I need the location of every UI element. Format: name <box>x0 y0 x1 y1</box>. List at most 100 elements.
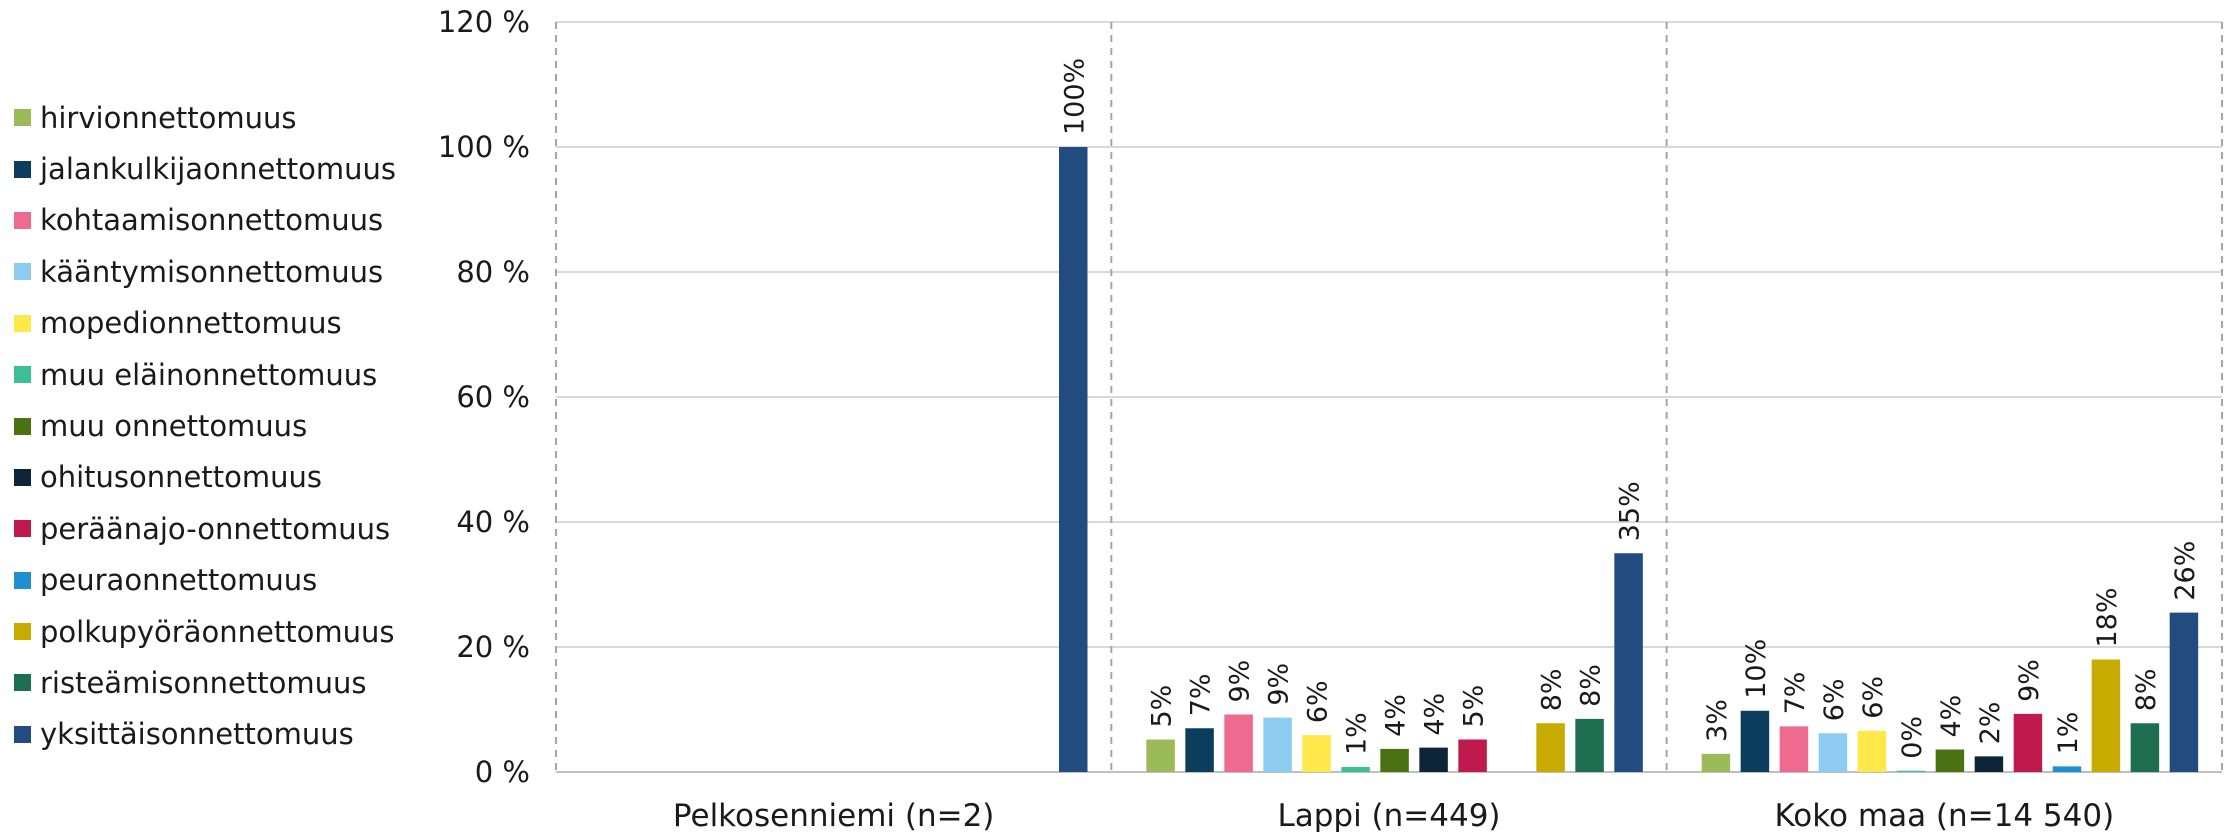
bar <box>1701 753 1731 772</box>
bar <box>1575 718 1604 772</box>
data-label: 1% <box>2053 712 2084 755</box>
bar <box>1380 748 1409 772</box>
y-tick-label: 120 % <box>438 5 530 39</box>
legend-label: peräänajo-onnettomuus <box>40 511 391 546</box>
data-label: 5% <box>1459 685 1490 728</box>
data-label: 6% <box>1858 676 1889 719</box>
legend-swatch <box>14 160 31 178</box>
data-label: 0% <box>1897 716 1928 759</box>
legend-swatch <box>14 571 31 589</box>
legend-label: kohtaamisonnettomuus <box>40 203 384 238</box>
bar <box>1302 735 1331 772</box>
data-label: 6% <box>1303 680 1334 723</box>
legend-item: hirvionnettomuus <box>14 92 396 143</box>
y-tick-label: 40 % <box>456 505 530 539</box>
data-label: 8% <box>2131 668 2162 711</box>
legend-swatch <box>14 417 31 435</box>
legend-item: kohtaamisonnettomuus <box>14 195 396 246</box>
data-label: 4% <box>1381 694 1412 737</box>
y-tick-label: 0 % <box>475 755 530 789</box>
data-label: 8% <box>1576 664 1607 707</box>
legend-swatch <box>14 623 31 641</box>
legend-item: polkupyöräonnettomuus <box>14 606 396 657</box>
legend-label: risteämisonnettomuus <box>40 665 367 700</box>
bar <box>2052 766 2082 772</box>
legend-item: jalankulkijaonnettomuus <box>14 143 396 194</box>
data-label: 8% <box>1537 668 1568 711</box>
data-label: 18% <box>2092 587 2123 647</box>
legend-item: mopedionnettomuus <box>14 298 396 349</box>
data-label: 4% <box>1420 693 1451 736</box>
legend-item: muu eläinonnettomuus <box>14 349 396 400</box>
data-label: 6% <box>1819 678 1850 721</box>
legend-label: peuraonnettomuus <box>40 563 318 598</box>
bar <box>1059 147 1088 772</box>
legend-swatch <box>14 109 31 127</box>
legend-label: hirvionnettomuus <box>40 100 297 135</box>
bar <box>1740 710 1770 772</box>
bar <box>2013 713 2043 772</box>
bar <box>2130 723 2160 772</box>
data-label: 3% <box>1702 699 1733 742</box>
y-tick-label: 100 % <box>438 130 530 164</box>
legend-swatch <box>14 211 31 229</box>
y-tick-label: 80 % <box>456 255 530 289</box>
bar <box>1224 714 1253 772</box>
legend-item: yksittäisonnettomuus <box>14 709 396 760</box>
data-label: 35% <box>1615 481 1646 541</box>
legend-item: kääntymisonnettomuus <box>14 246 396 297</box>
y-tick-label: 60 % <box>456 380 530 414</box>
legend-swatch <box>14 468 31 486</box>
legend-label: muu onnettomuus <box>40 409 308 444</box>
chart-legend: hirvionnettomuus jalankulkijaonnettomuus k… <box>14 92 396 760</box>
data-label: 100% <box>1059 58 1090 135</box>
bar <box>1341 767 1370 772</box>
bar <box>1896 770 1926 772</box>
legend-label: muu eläinonnettomuus <box>40 357 378 392</box>
legend-label: polkupyöräonnettomuus <box>40 614 395 649</box>
legend-item: peuraonnettomuus <box>14 555 396 606</box>
bar <box>1857 730 1887 772</box>
bar <box>1419 747 1448 772</box>
data-label: 2% <box>1975 702 2006 745</box>
legend-item: peräänajo-onnettomuus <box>14 503 396 554</box>
data-label: 9% <box>1264 663 1295 706</box>
legend-swatch <box>14 674 31 692</box>
data-label: 7% <box>1780 672 1811 715</box>
bar <box>2169 612 2199 772</box>
data-label: 10% <box>1741 639 1772 699</box>
legend-swatch <box>14 366 31 384</box>
legend-item: risteämisonnettomuus <box>14 657 396 708</box>
bar <box>1779 726 1809 772</box>
legend-item: muu onnettomuus <box>14 400 396 451</box>
bar <box>1185 728 1214 772</box>
x-category-label: Lappi (n=449) <box>1277 798 1500 832</box>
x-category-label: Pelkosenniemi (n=2) <box>673 798 995 832</box>
legend-label: yksittäisonnettomuus <box>40 717 354 752</box>
legend-label: jalankulkijaonnettomuus <box>40 152 397 187</box>
y-tick-label: 20 % <box>456 630 530 664</box>
legend-label: ohitusonnettomuus <box>40 460 322 495</box>
bar <box>1614 553 1643 772</box>
legend-item: ohitusonnettomuus <box>14 452 396 503</box>
legend-label: kääntymisonnettomuus <box>40 254 384 289</box>
bar <box>1974 756 2004 772</box>
legend-swatch <box>14 314 31 332</box>
bar <box>1146 739 1175 772</box>
bar <box>1263 717 1292 772</box>
legend-swatch <box>14 263 31 281</box>
data-label: 4% <box>1936 695 1967 738</box>
bar <box>1818 733 1848 772</box>
data-label: 5% <box>1147 685 1178 728</box>
legend-swatch <box>14 725 31 743</box>
legend-label: mopedionnettomuus <box>40 306 342 341</box>
data-label: 9% <box>2014 659 2045 702</box>
data-label: 26% <box>2170 541 2201 601</box>
bar <box>1536 723 1565 772</box>
data-label: 1% <box>1342 712 1373 755</box>
data-label: 7% <box>1186 673 1217 716</box>
bar <box>1935 749 1965 772</box>
x-category-label: Koko maa (n=14 540) <box>1774 798 2114 832</box>
data-label: 9% <box>1225 660 1256 703</box>
